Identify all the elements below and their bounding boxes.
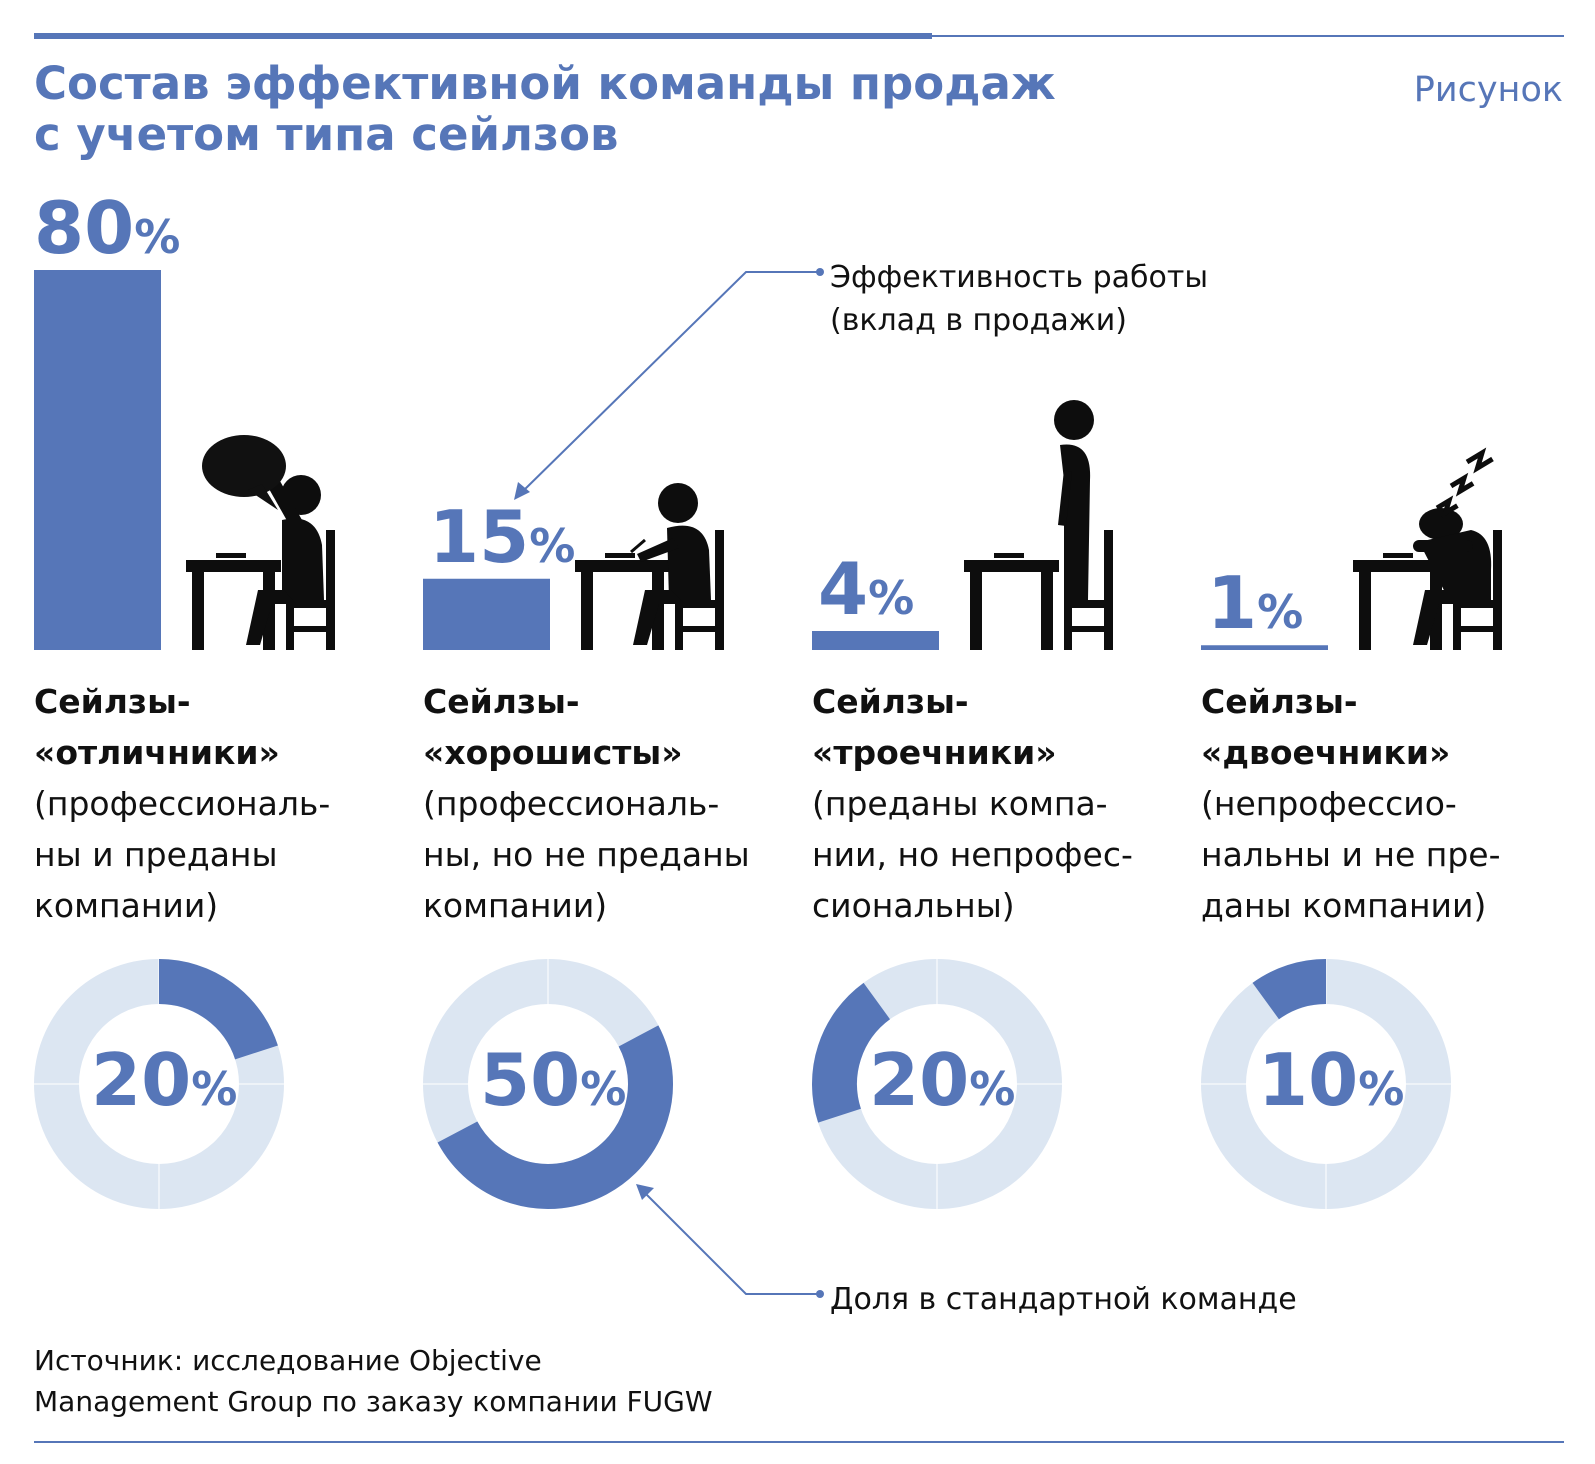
bar-value-label-1: 80% — [34, 192, 180, 264]
bars-layer — [34, 270, 1328, 650]
category-name-4: Сейлзы- «двоечники» — [1201, 682, 1451, 772]
figure-group-2 — [575, 483, 724, 650]
top-rule-thin — [932, 35, 1564, 37]
donut-value-label-3: 20% — [869, 1044, 1015, 1116]
donut-value-unit: % — [191, 1062, 238, 1116]
bar-value-label-4: 1% — [1207, 567, 1303, 639]
donut-slice-2 — [423, 959, 673, 1209]
top-rule-thick — [34, 33, 932, 39]
chair-icon — [286, 530, 335, 650]
bar-value-number: 80 — [34, 186, 135, 270]
chair-icon — [1453, 530, 1502, 650]
callout-share-line — [639, 1187, 820, 1295]
figure-group-4 — [1353, 447, 1502, 650]
bar-1 — [34, 270, 161, 650]
donut-value-label-1: 20% — [91, 1044, 237, 1116]
chair-icon — [1064, 530, 1113, 650]
chart-title: Состав эффективной команды продаж с учет… — [34, 57, 1056, 161]
donut-value-number: 10 — [1258, 1038, 1359, 1122]
donut-value-label-2: 50% — [480, 1044, 626, 1116]
callout-efficiency-line — [519, 271, 820, 495]
bar-value-number: 15 — [429, 494, 530, 579]
bar-value-unit: % — [134, 210, 181, 264]
donut-slice-4 — [1201, 958, 1451, 1209]
bar-3 — [812, 631, 939, 650]
category-description-3: (преданы компа- нии, но непрофес- сионал… — [812, 784, 1133, 925]
category-name-1: Сейлзы- «отличники» — [34, 682, 280, 772]
desk-icon — [964, 553, 1059, 650]
donut-slice-1 — [34, 959, 284, 1209]
callout-efficiency: Эффективность работы (вклад в продажи) — [830, 260, 1209, 338]
figure-label: Рисунок — [1413, 70, 1563, 110]
donut-value-unit: % — [1358, 1062, 1405, 1116]
bottom-rule — [34, 1441, 1564, 1443]
bar-4 — [1201, 645, 1328, 650]
category-description-4: (непрофессио- нальны и не пре- даны комп… — [1201, 784, 1501, 925]
bar-value-number: 1 — [1207, 561, 1258, 646]
category-description-1: (профессиональ- ны и преданы компании) — [34, 784, 331, 925]
zzz-icon — [1435, 447, 1494, 519]
bar-value-number: 4 — [818, 547, 869, 631]
bar-value-unit: % — [868, 571, 915, 625]
standing-person-icon — [1054, 400, 1094, 604]
category-name-3: Сейлзы- «троечники» — [812, 682, 1057, 772]
callout-efficiency-arrowhead — [514, 482, 530, 500]
sleeping-person-icon — [1413, 508, 1492, 645]
donut-slice-3 — [812, 959, 1062, 1209]
donut-value-label-4: 10% — [1258, 1044, 1404, 1116]
bar-value-label-2: 15% — [429, 501, 575, 573]
writing-person-icon — [630, 483, 711, 645]
bar-value-label-3: 4% — [818, 553, 914, 625]
donut-value-number: 50 — [480, 1038, 581, 1122]
callout-efficiency-dot — [816, 268, 824, 276]
bar-2 — [423, 578, 550, 650]
callout-share: Доля в стандартной команде — [830, 1282, 1297, 1317]
callout-share-dot — [816, 1290, 824, 1298]
category-name-2: Сейлзы- «хорошисты» — [423, 682, 683, 772]
category-description-2: (профессиональ- ны, но не преданы компан… — [423, 784, 750, 925]
bar-value-unit: % — [1257, 585, 1304, 640]
figure-group-3 — [964, 400, 1113, 650]
chair-icon — [675, 530, 724, 650]
figures-layer — [186, 400, 1502, 650]
donut-value-number: 20 — [869, 1038, 970, 1122]
donuts-layer — [34, 958, 1451, 1209]
source-note: Источник: исследование Objective Managem… — [34, 1344, 713, 1418]
callout-lines — [514, 268, 824, 1298]
speech-bubble-icon — [202, 435, 286, 510]
figure-group-1 — [186, 435, 335, 650]
donut-value-unit: % — [580, 1062, 627, 1116]
raised-hand-person-icon — [246, 474, 324, 645]
donut-value-unit: % — [969, 1062, 1016, 1116]
donut-value-number: 20 — [91, 1038, 192, 1122]
callout-share-arrowhead — [636, 1184, 654, 1200]
bar-value-unit: % — [529, 518, 576, 573]
